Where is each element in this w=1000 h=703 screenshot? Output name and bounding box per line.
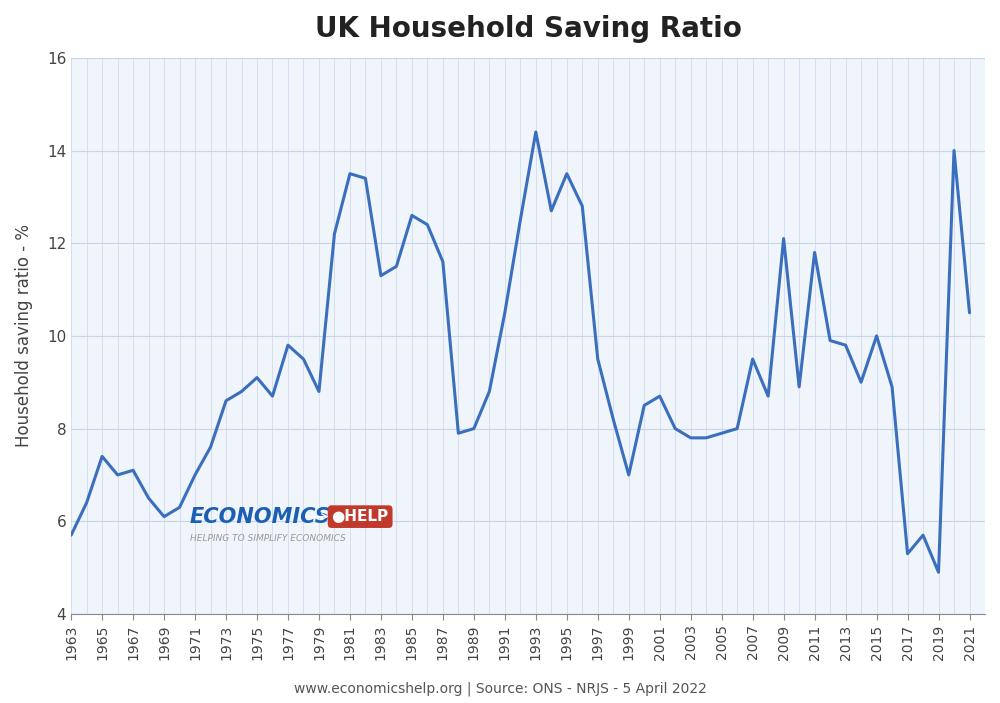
Title: UK Household Saving Ratio: UK Household Saving Ratio [315,15,742,43]
Text: ECONOMICS: ECONOMICS [190,507,331,527]
Y-axis label: Household saving ratio - %: Household saving ratio - % [15,224,33,447]
Text: ●HELP: ●HELP [332,509,389,524]
Text: HELPING TO SIMPLIFY ECONOMICS: HELPING TO SIMPLIFY ECONOMICS [190,534,346,543]
Text: www.economicshelp.org | Source: ONS - NRJS - 5 April 2022: www.economicshelp.org | Source: ONS - NR… [294,681,706,696]
